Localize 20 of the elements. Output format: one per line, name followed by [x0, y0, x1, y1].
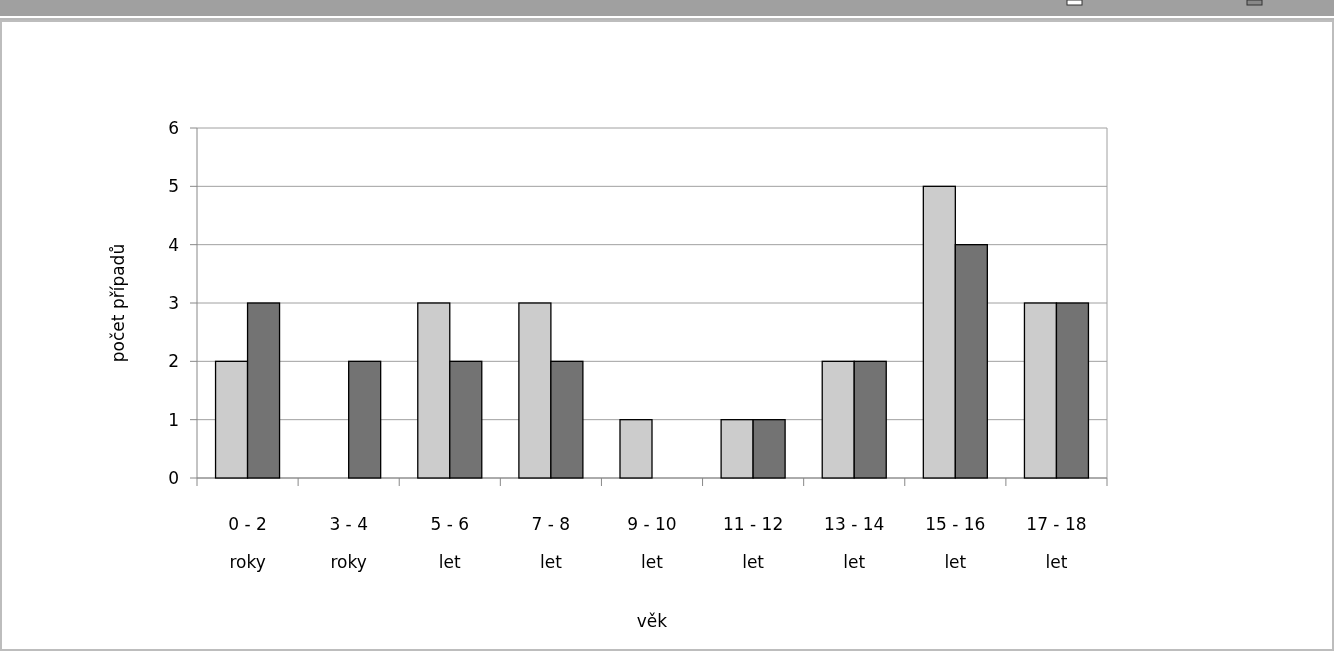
bar [348, 360, 382, 479]
y-tick-label: 3 [168, 292, 179, 313]
x-tick-label: 15 - 16 let [925, 514, 986, 572]
y-tick-label: 5 [168, 176, 179, 197]
bar [619, 419, 653, 479]
x-tick-label: 0 - 2 roky [228, 514, 267, 572]
y-tick-label: 4 [168, 234, 179, 255]
y-tick-label: 1 [168, 409, 179, 430]
x-tick-label: 9 - 10 let [627, 514, 677, 572]
x-tick-label: 3 - 4 roky [329, 514, 368, 572]
y-tick-label: 6 [168, 117, 179, 138]
y-axis-title: počet případů [108, 243, 128, 363]
x-tick-label: 11 - 12 let [723, 514, 784, 572]
y-tick-label: 0 [168, 467, 179, 488]
x-tick-label: 13 - 14 let [824, 514, 885, 572]
x-axis-title: věk [636, 611, 668, 631]
y-tick-label: 2 [168, 351, 179, 372]
x-tick-label: 17 - 18 let [1026, 514, 1087, 572]
x-tick-label: 5 - 6 let [430, 514, 470, 572]
x-tick-label: 7 - 8 let [531, 514, 571, 572]
